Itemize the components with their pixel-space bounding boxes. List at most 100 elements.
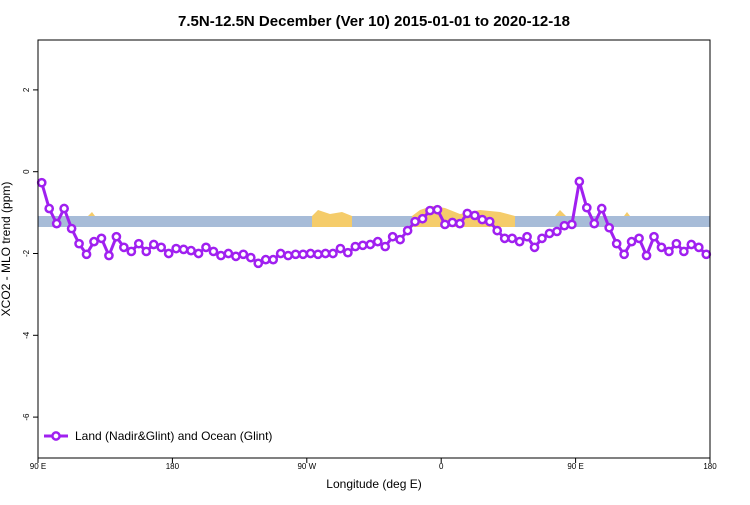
- data-point: [671, 238, 682, 249]
- data-point: [104, 250, 114, 261]
- plot-frame: [37, 39, 711, 459]
- data-point: [604, 222, 615, 233]
- data-point: [245, 252, 256, 263]
- data-point: [477, 214, 488, 225]
- data-point: [298, 249, 308, 260]
- data-point: [51, 218, 62, 229]
- data-point: [119, 242, 129, 253]
- data-point: [44, 203, 55, 214]
- data-point: [260, 254, 271, 265]
- data-point: [432, 204, 443, 215]
- data-point: [96, 233, 107, 244]
- legend-marker: [51, 431, 61, 441]
- x-tick-label: 180: [166, 462, 180, 471]
- data-point: [313, 249, 323, 260]
- data-point: [253, 258, 264, 269]
- data-point: [596, 203, 607, 214]
- data-point: [111, 231, 122, 242]
- data-point: [552, 226, 562, 237]
- data-point: [387, 231, 398, 242]
- data-point: [208, 246, 219, 257]
- data-point: [81, 249, 92, 260]
- data-point: [462, 208, 473, 219]
- data-point: [74, 238, 84, 249]
- data-point: [223, 248, 234, 259]
- x-axis-label: Longitude (deg E): [326, 477, 421, 491]
- data-point: [626, 236, 637, 247]
- data-point: [529, 242, 540, 253]
- data-point: [664, 246, 674, 257]
- data-point: [193, 248, 204, 259]
- data-point: [163, 248, 174, 259]
- data-point: [425, 205, 435, 216]
- data-point: [641, 250, 652, 261]
- data-point: [514, 236, 525, 247]
- ocean-band: [38, 216, 710, 227]
- data-point: [268, 254, 279, 265]
- data-point: [328, 248, 338, 259]
- data-point: [126, 246, 137, 257]
- data-point: [559, 220, 570, 231]
- data-point: [492, 225, 503, 236]
- data-point: [544, 228, 555, 239]
- data-point: [305, 248, 316, 259]
- data-point: [380, 241, 391, 252]
- data-point: [686, 239, 697, 250]
- data-point: [574, 176, 585, 187]
- data-point: [410, 216, 420, 227]
- legend-label: Land (Nadir&Glint) and Ocean (Glint): [75, 429, 272, 443]
- data-point: [581, 202, 592, 213]
- data-point: [395, 234, 405, 245]
- data-point: [231, 251, 241, 262]
- data-point: [343, 247, 353, 258]
- data-point: [133, 238, 144, 249]
- data-point: [59, 203, 69, 214]
- x-tick-label: 90 E: [30, 462, 46, 471]
- y-axis-label: XCO2 - MLO trend (ppm): [0, 182, 13, 317]
- data-point: [216, 250, 226, 261]
- data-point: [156, 242, 167, 253]
- data-point: [567, 219, 577, 230]
- data-point: [335, 243, 346, 254]
- data-point: [186, 245, 196, 256]
- x-tick-label: 90 E: [567, 462, 583, 471]
- data-point: [455, 218, 465, 229]
- chart-title: 7.5N-12.5N December (Ver 10) 2015-01-01 …: [178, 13, 570, 30]
- data-point: [66, 223, 77, 234]
- data-point: [238, 249, 249, 260]
- data-point: [350, 241, 361, 252]
- y-tick-label: 0: [22, 169, 31, 174]
- data-point: [634, 233, 644, 244]
- data-point: [484, 216, 495, 227]
- data-point: [469, 210, 480, 221]
- y-tick-label: -6: [22, 413, 31, 421]
- data-point: [701, 249, 712, 260]
- data-point: [656, 242, 667, 253]
- data-point: [36, 177, 47, 188]
- data-point: [679, 246, 689, 257]
- data-point: [619, 249, 629, 260]
- data-point: [148, 239, 159, 250]
- data-point: [283, 250, 293, 261]
- data-point: [537, 233, 547, 244]
- data-point: [320, 248, 331, 259]
- data-point: [693, 242, 704, 253]
- data-point: [275, 248, 286, 259]
- data-point: [447, 217, 458, 228]
- data-point: [402, 225, 413, 236]
- data-point: [417, 213, 428, 224]
- data-point: [649, 231, 659, 242]
- data-point: [201, 242, 211, 253]
- data-point: [589, 218, 600, 229]
- data-point: [171, 243, 181, 254]
- x-tick-label: 180: [703, 462, 717, 471]
- data-point: [440, 219, 450, 230]
- y-tick-label: 2: [22, 87, 31, 92]
- data-point: [89, 236, 99, 247]
- data-point: [611, 238, 622, 249]
- data-point: [372, 236, 383, 247]
- x-tick-label: 90 W: [297, 462, 316, 471]
- data-point: [178, 244, 189, 255]
- data-point: [507, 233, 517, 244]
